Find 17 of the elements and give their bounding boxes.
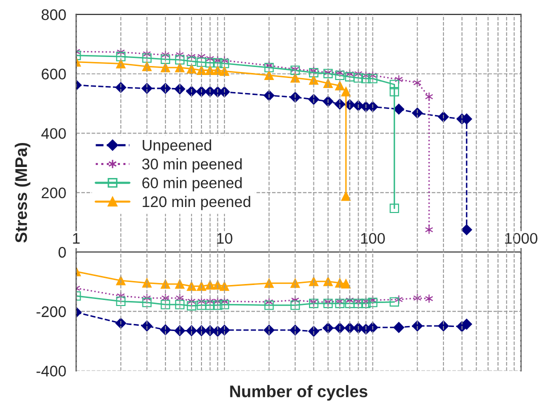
y-tick-label: -200 <box>36 306 66 318</box>
legend-label: 30 min peened <box>142 158 242 172</box>
x-axis-title: Number of cycles <box>230 385 368 401</box>
x-tick-label: 1 <box>73 233 80 244</box>
legend-label: 60 min peened <box>142 177 242 192</box>
y-tick-label: 800 <box>42 9 66 20</box>
y-tick-label: 200 <box>42 187 66 198</box>
legend-label: 120 min peened <box>142 196 250 210</box>
x-tick-label: 100 <box>361 232 385 244</box>
x-tick-label: 1000 <box>505 232 538 244</box>
y-axis-title: Stress (MPa) <box>14 142 30 243</box>
x-tick-label: 10 <box>217 232 232 244</box>
y-tick-label: 600 <box>42 68 66 80</box>
legend-label: Unpeened <box>142 139 212 154</box>
y-tick-label: 400 <box>41 128 66 139</box>
y-tick-label: -400 <box>36 366 66 376</box>
y-tick-label: 0 <box>58 246 66 258</box>
